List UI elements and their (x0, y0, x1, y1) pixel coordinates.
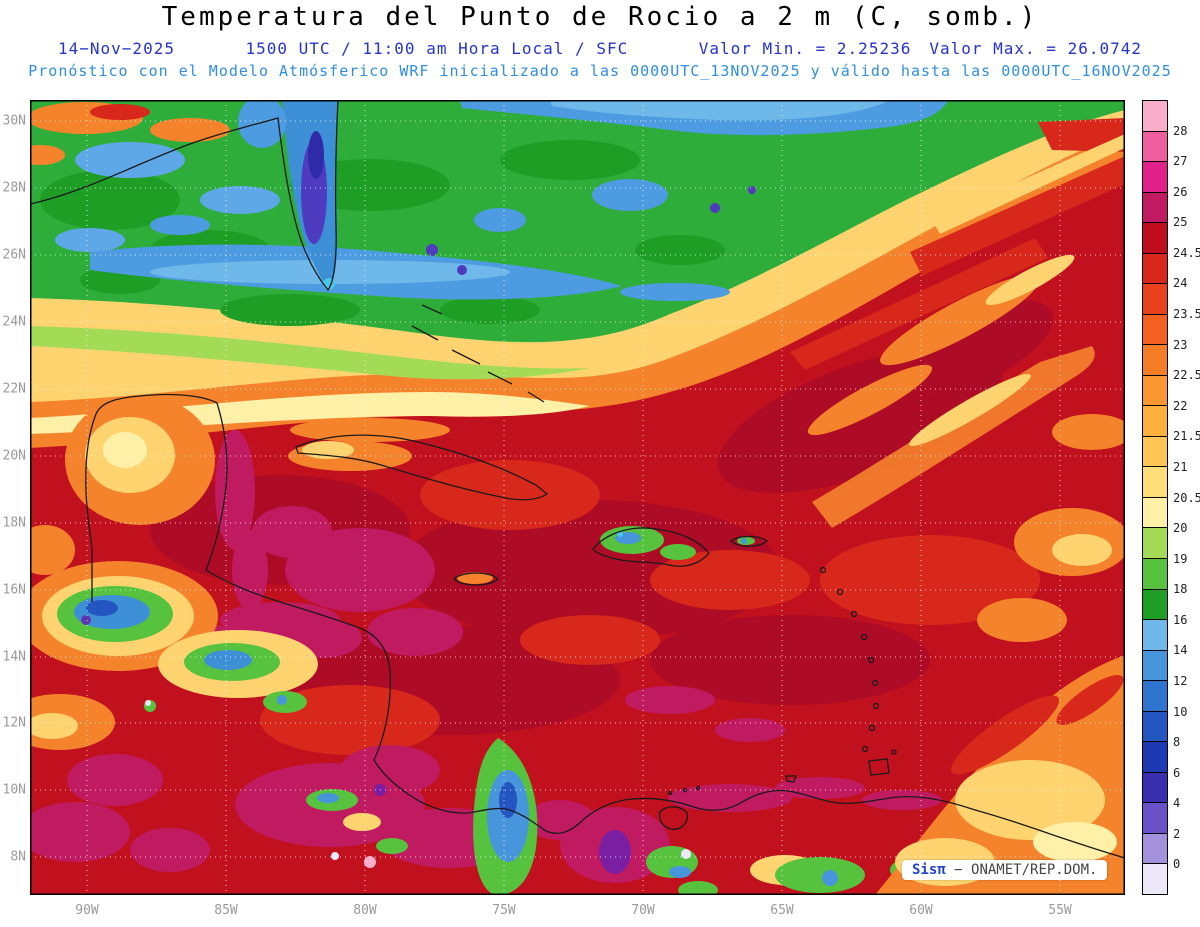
colorbar-cell (1143, 222, 1167, 253)
colorbar-cell (1143, 741, 1167, 772)
lat-tick-label: 26N (2, 247, 26, 263)
forecast-time: 1500 UTC / 11:00 am Hora Local / SFC (245, 39, 629, 58)
colorbar-cell (1143, 588, 1167, 620)
map-frame (30, 100, 1125, 895)
lon-tick-label: 70W (631, 903, 655, 918)
colorbar-tick-label: 22 (1173, 398, 1188, 413)
colorbar-cell (1143, 802, 1167, 833)
lat-tick-label: 28N (2, 180, 26, 196)
lat-tick-label: 20N (2, 448, 26, 464)
colorbar-cell (1143, 619, 1167, 650)
colorbar-tick-label: 2 (1173, 826, 1181, 841)
coastlines (30, 100, 1125, 859)
colorbar (1142, 100, 1168, 895)
model-line: Pronóstico con el Modelo Atmósferico WRF… (28, 62, 1172, 80)
colorbar-tick-label: 23.5 (1173, 307, 1200, 322)
colorbar-tick-label: 24 (1173, 276, 1188, 291)
colorbar-cell (1143, 557, 1167, 589)
dewpoint-field (30, 100, 1125, 895)
colorbar-tick-label: 6 (1173, 765, 1181, 780)
valor-max: Valor Max. = 26.0742 (929, 39, 1142, 58)
colorbar-cell (1143, 191, 1167, 223)
lat-tick-label: 22N (2, 381, 26, 397)
colorbar-cell (1143, 710, 1167, 742)
lon-tick-label: 85W (214, 903, 238, 918)
lat-tick-label: 14N (2, 649, 26, 665)
watermark-text: − ONAMET/REP.DOM. (954, 862, 1098, 878)
colorbar-tick-label: 10 (1173, 704, 1188, 719)
forecast-map-svg (30, 100, 1125, 895)
colorbar-cell (1143, 435, 1167, 467)
lat-tick-label: 16N (2, 582, 26, 598)
colorbar-tick-label: 20.5 (1173, 490, 1200, 505)
colorbar-cell (1143, 863, 1167, 894)
colorbar-cell (1143, 130, 1167, 162)
colorbar-tick-label: 28 (1173, 123, 1188, 138)
datetime-line: 14−Nov−2025 1500 UTC / 11:00 am Hora Loc… (58, 39, 1142, 58)
lat-tick-label: 12N (2, 715, 26, 731)
colorbar-tick-label: 18 (1173, 582, 1188, 597)
lon-tick-label: 60W (909, 903, 933, 918)
watermark: Sisπ − ONAMET/REP.DOM. (902, 860, 1108, 880)
page-title: Temperatura del Punto de Rocio a 2 m (C,… (161, 2, 1039, 32)
colorbar-cell (1143, 161, 1167, 192)
colorbar-tick-label: 21 (1173, 459, 1188, 474)
minmax-values: Valor Min. = 2.25236 Valor Max. = 26.074… (699, 39, 1142, 58)
map-canvas: Sisπ − ONAMET/REP.DOM. (30, 100, 1125, 895)
valor-min: Valor Min. = 2.25236 (698, 39, 912, 58)
colorbar-tick-label: 27 (1173, 154, 1188, 169)
colorbar-cell (1143, 313, 1167, 345)
colorbar-tick-label: 12 (1173, 673, 1188, 688)
colorbar-tick-label: 14 (1173, 643, 1188, 658)
lat-tick-label: 30N (2, 113, 26, 129)
lon-tick-label: 65W (770, 903, 794, 918)
colorbar-tick-label: 22.5 (1173, 368, 1200, 383)
forecast-date: 14−Nov−2025 (58, 39, 175, 58)
colorbar-tick-label: 0 (1173, 857, 1181, 872)
colorbar-cell (1143, 680, 1167, 711)
colorbar-cell (1143, 405, 1167, 436)
colorbar-cell (1143, 374, 1167, 406)
colorbar-tick-label: 16 (1173, 612, 1188, 627)
lon-tick-label: 55W (1048, 903, 1072, 918)
lon-tick-label: 80W (353, 903, 377, 918)
lat-tick-label: 18N (2, 515, 26, 531)
colorbar-cell (1143, 527, 1167, 558)
colorbar-cell (1143, 283, 1167, 314)
colorbar-tick-label: 8 (1173, 735, 1181, 750)
colorbar-cell (1143, 466, 1167, 497)
colorbar-cell (1143, 771, 1167, 803)
colorbar-tick-label: 25 (1173, 215, 1188, 230)
lat-tick-label: 8N (10, 849, 26, 865)
colorbar-cell (1143, 252, 1167, 284)
colorbar-cell (1143, 101, 1167, 131)
watermark-brand: Sisπ (912, 862, 946, 878)
colorbar-tick-label: 23 (1173, 337, 1188, 352)
lat-tick-label: 24N (2, 314, 26, 330)
colorbar-tick-label: 26 (1173, 184, 1188, 199)
colorbar-tick-label: 4 (1173, 796, 1181, 811)
colorbar-cell (1143, 649, 1167, 681)
colorbar-tick-label: 24.5 (1173, 245, 1200, 260)
colorbar-tick-label: 20 (1173, 521, 1188, 536)
colorbar-tick-label: 19 (1173, 551, 1188, 566)
lon-tick-label: 75W (492, 903, 516, 918)
lat-tick-label: 10N (2, 782, 26, 798)
colorbar-cell (1143, 496, 1167, 528)
colorbar-tick-label: 21.5 (1173, 429, 1200, 444)
colorbar-cell (1143, 344, 1167, 375)
colorbar-cell (1143, 832, 1167, 864)
lon-tick-label: 90W (75, 903, 99, 918)
